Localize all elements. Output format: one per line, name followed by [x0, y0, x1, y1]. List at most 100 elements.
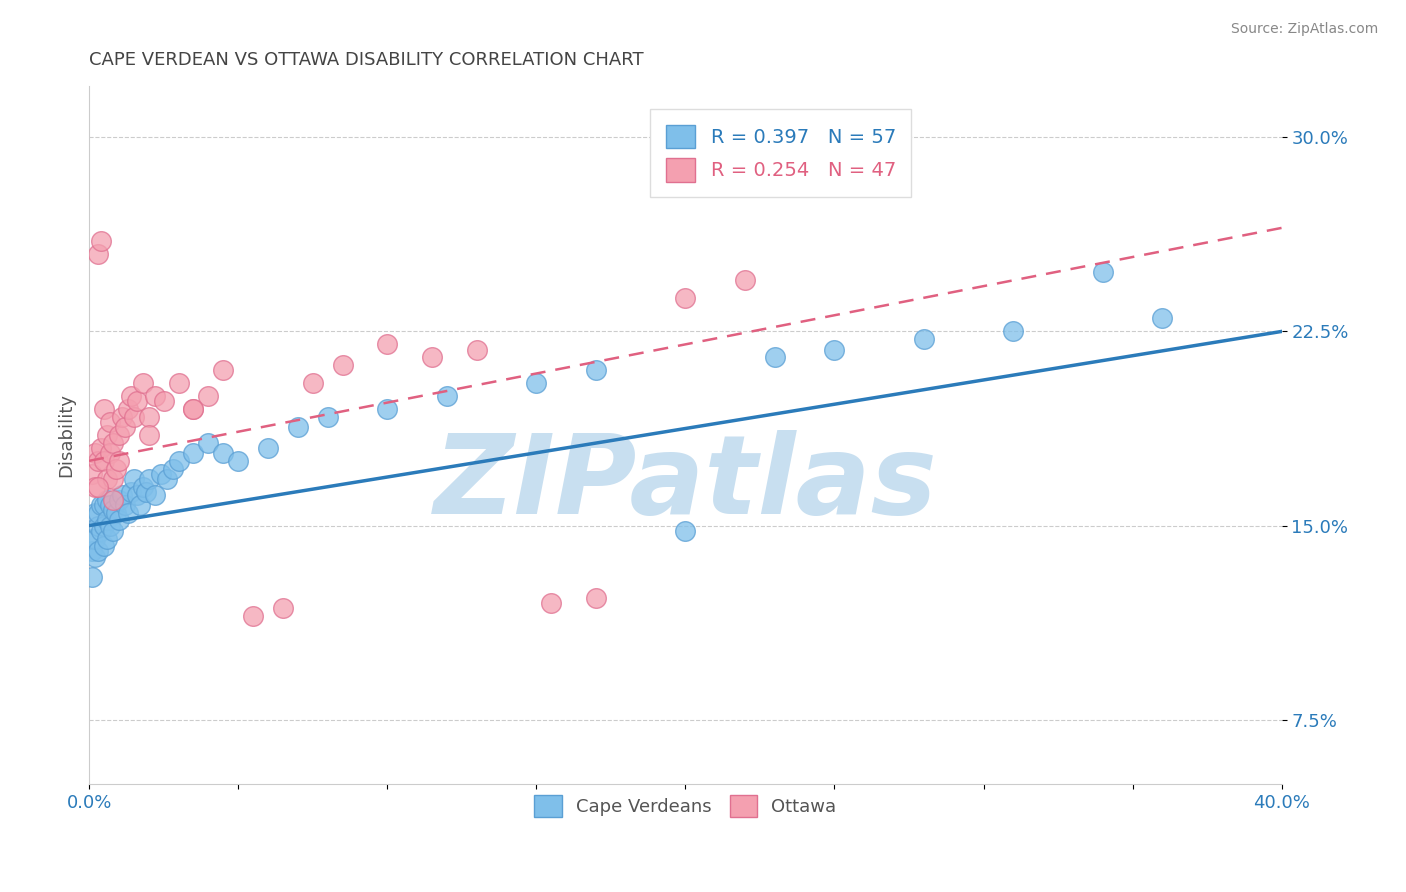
Point: [96, 428, 118, 442]
Point: [101, 492, 124, 507]
Point: [98, 518, 121, 533]
Point: [197, 435, 219, 450]
Point: [132, 480, 155, 494]
Point: [101, 503, 124, 517]
Point: [212, 446, 235, 460]
Point: [108, 513, 131, 527]
Point: [104, 461, 127, 475]
Point: [257, 441, 280, 455]
Point: [212, 363, 235, 377]
Point: [98, 446, 121, 460]
Point: [155, 472, 177, 486]
Point: [90, 441, 112, 455]
Point: [87, 246, 110, 260]
Point: [540, 596, 562, 610]
Point: [90, 524, 112, 538]
Point: [287, 420, 309, 434]
Point: [80, 544, 103, 558]
Point: [101, 435, 124, 450]
Point: [84, 506, 107, 520]
Point: [138, 409, 160, 424]
Point: [90, 234, 112, 248]
Text: CAPE VERDEAN VS OTTAWA DISABILITY CORRELATION CHART: CAPE VERDEAN VS OTTAWA DISABILITY CORREL…: [89, 51, 644, 69]
Point: [152, 394, 174, 409]
Point: [197, 389, 219, 403]
Point: [242, 609, 264, 624]
Point: [301, 376, 323, 391]
Point: [375, 402, 398, 417]
Point: [87, 544, 110, 558]
Point: [114, 420, 136, 434]
Point: [87, 518, 110, 533]
Point: [104, 506, 127, 520]
Point: [87, 480, 110, 494]
Point: [332, 358, 354, 372]
Point: [84, 532, 107, 546]
Point: [120, 389, 142, 403]
Point: [114, 498, 136, 512]
Point: [912, 332, 935, 346]
Point: [84, 446, 107, 460]
Point: [90, 498, 112, 512]
Point: [143, 487, 166, 501]
Point: [93, 539, 115, 553]
Point: [763, 351, 786, 365]
Point: [465, 343, 488, 357]
Point: [98, 498, 121, 512]
Point: [80, 467, 103, 481]
Point: [122, 409, 145, 424]
Point: [125, 394, 148, 409]
Point: [135, 484, 157, 499]
Point: [183, 402, 205, 417]
Point: [436, 389, 458, 403]
Point: [87, 506, 110, 520]
Point: [87, 454, 110, 468]
Point: [125, 487, 148, 501]
Point: [1152, 311, 1174, 326]
Point: [167, 454, 190, 468]
Point: [183, 402, 205, 417]
Point: [93, 454, 115, 468]
Point: [98, 415, 121, 429]
Point: [673, 524, 696, 538]
Point: [108, 428, 131, 442]
Y-axis label: Disability: Disability: [58, 393, 75, 477]
Point: [93, 402, 115, 417]
Point: [138, 472, 160, 486]
Point: [162, 461, 184, 475]
Point: [824, 343, 846, 357]
Point: [84, 549, 107, 564]
Point: [120, 484, 142, 499]
Point: [96, 513, 118, 527]
Point: [93, 518, 115, 533]
Point: [183, 446, 205, 460]
Point: [524, 376, 547, 391]
Point: [167, 376, 190, 391]
Point: [271, 601, 294, 615]
Point: [149, 467, 172, 481]
Point: [585, 363, 607, 377]
Point: [101, 472, 124, 486]
Point: [122, 472, 145, 486]
Text: ZIPatlas: ZIPatlas: [433, 431, 938, 537]
Point: [375, 337, 398, 351]
Point: [117, 402, 139, 417]
Text: Source: ZipAtlas.com: Source: ZipAtlas.com: [1230, 22, 1378, 37]
Point: [96, 472, 118, 486]
Point: [1002, 325, 1025, 339]
Point: [108, 492, 131, 507]
Point: [80, 570, 103, 584]
Point: [143, 389, 166, 403]
Point: [673, 291, 696, 305]
Point: [111, 487, 134, 501]
Point: [80, 532, 103, 546]
Point: [96, 532, 118, 546]
Point: [128, 498, 150, 512]
Point: [734, 273, 756, 287]
Point: [93, 498, 115, 512]
Legend: Cape Verdeans, Ottawa: Cape Verdeans, Ottawa: [527, 788, 844, 824]
Point: [84, 480, 107, 494]
Point: [420, 351, 443, 365]
Point: [108, 454, 131, 468]
Point: [226, 454, 249, 468]
